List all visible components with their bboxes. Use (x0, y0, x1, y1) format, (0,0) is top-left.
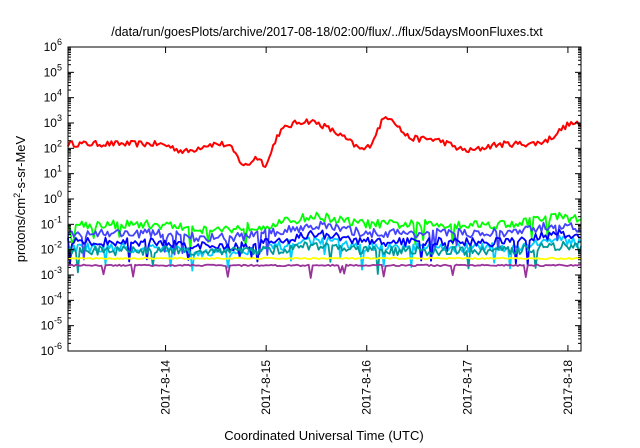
x-tick-label: 2017-8-15 (259, 360, 273, 415)
plot-frame (67, 46, 582, 352)
y-axis-title-sup: 2 (12, 193, 22, 198)
y-tick-label: 10-3 (41, 265, 62, 282)
x-axis-ticks: 2017-8-14 2017-8-15 2017-8-16 2017-8-17 2017… (159, 47, 575, 415)
chart-title: /data/run/goesPlots/archive/2017-08-18/0… (111, 25, 543, 39)
x-tick-label: 2017-8-16 (360, 360, 374, 415)
series-line (67, 256, 582, 261)
y-tick-label: 10-2 (41, 240, 62, 257)
series-line (67, 228, 581, 267)
series-line (67, 240, 582, 275)
y-tick-label: 10-1 (41, 214, 62, 231)
y-tick-label: 10-4 (41, 290, 62, 307)
y-tick-label: 104 (44, 88, 62, 105)
x-tick-label: 2017-8-14 (159, 360, 173, 415)
y-axis-title: protons/cm2-s-sr-MeV (12, 135, 28, 262)
series-line (67, 220, 582, 261)
series-line (67, 211, 582, 252)
series-line (67, 234, 582, 272)
series-lines (67, 116, 582, 279)
x-tick-label: 2017-8-17 (460, 360, 474, 415)
y-tick-label: 100 (44, 189, 62, 206)
y-axis-title-suffix: -s-sr-MeV (13, 135, 28, 192)
y-tick-label: 101 (44, 164, 62, 181)
x-tick-label: 2017-8-18 (561, 360, 575, 415)
y-tick-label: 102 (44, 138, 62, 155)
series-line (67, 263, 582, 279)
y-axis-title-prefix: protons/cm (13, 198, 28, 262)
y-axis-ticks: 10-6 10-5 10-4 10-3 10-2 10-1 100 101 102 103 104 1… (41, 37, 581, 358)
y-tick-label: 105 (44, 62, 62, 79)
y-tick-label: 103 (44, 113, 62, 130)
y-tick-label: 10-5 (41, 316, 62, 333)
y-tick-label: 106 (44, 37, 62, 54)
series-line (67, 116, 582, 168)
y-tick-label: 10-6 (41, 341, 62, 358)
x-axis-title: Coordinated Universal Time (UTC) (224, 428, 423, 443)
